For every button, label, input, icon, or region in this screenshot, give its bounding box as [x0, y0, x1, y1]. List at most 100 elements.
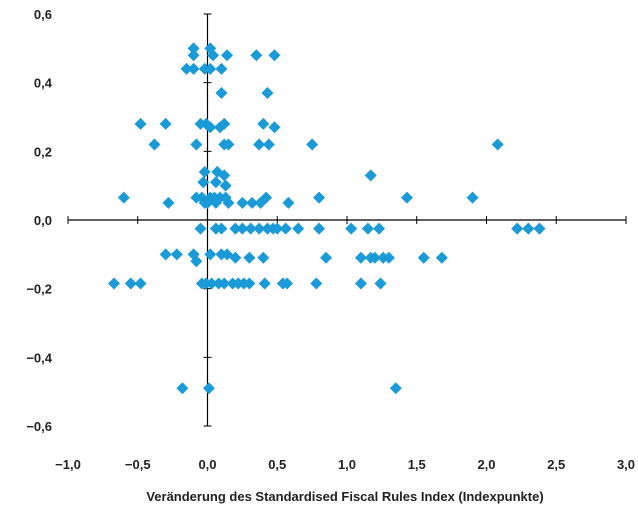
- data-point: [194, 222, 207, 235]
- y-tick-label: 0,2: [34, 144, 52, 159]
- data-point: [190, 138, 203, 151]
- data-point: [180, 62, 193, 75]
- data-point: [400, 191, 413, 204]
- data-point: [320, 251, 333, 264]
- y-tick-label: −0,2: [26, 282, 52, 297]
- x-tick-label: 1,5: [408, 457, 426, 472]
- data-point: [204, 62, 217, 75]
- data-point: [215, 222, 228, 235]
- data-point: [201, 196, 214, 209]
- data-point: [134, 277, 147, 290]
- data-point: [204, 248, 217, 261]
- x-tick-label: 0,0: [198, 457, 216, 472]
- axes: [67, 13, 627, 427]
- x-tick-label: 2,5: [547, 457, 565, 472]
- data-point: [364, 169, 377, 182]
- data-point: [219, 179, 232, 192]
- data-point: [148, 138, 161, 151]
- data-point: [258, 277, 271, 290]
- data-point: [262, 138, 275, 151]
- data-point: [162, 196, 175, 209]
- data-point: [511, 222, 524, 235]
- data-point: [522, 222, 535, 235]
- x-tick-label: −0,5: [125, 457, 151, 472]
- data-point: [389, 382, 402, 395]
- data-point: [204, 121, 217, 134]
- data-point: [218, 277, 231, 290]
- data-point: [221, 248, 234, 261]
- data-point: [268, 121, 281, 134]
- data-point: [159, 117, 172, 130]
- data-point: [435, 251, 448, 264]
- data-point: [187, 42, 200, 55]
- data-point: [244, 222, 257, 235]
- x-tick-label: 3,0: [617, 457, 635, 472]
- data-point: [117, 191, 130, 204]
- data-point: [197, 176, 210, 189]
- y-tick-label: 0,0: [34, 213, 52, 228]
- data-point: [159, 248, 172, 261]
- data-point: [187, 248, 200, 261]
- data-point: [207, 49, 220, 62]
- data-point: [491, 138, 504, 151]
- data-point: [313, 191, 326, 204]
- data-point: [246, 196, 259, 209]
- data-point: [466, 191, 479, 204]
- x-tick-label: −1,0: [55, 457, 81, 472]
- x-tick-label: 1,0: [338, 457, 356, 472]
- data-point: [281, 277, 294, 290]
- data-point: [368, 251, 381, 264]
- data-point: [345, 222, 358, 235]
- data-point: [221, 49, 234, 62]
- data-point: [257, 251, 270, 264]
- data-point: [222, 196, 235, 209]
- data-point: [533, 222, 546, 235]
- x-tick-label: 2,0: [477, 457, 495, 472]
- data-point: [250, 49, 263, 62]
- data-point: [354, 251, 367, 264]
- data-point: [279, 222, 292, 235]
- data-point: [187, 62, 200, 75]
- data-point: [243, 277, 256, 290]
- y-tick-labels: 0,6 0,4 0,2 0,0 −0,2 −0,4 −0,6: [26, 7, 52, 434]
- data-point: [306, 138, 319, 151]
- x-tick-label: 0,5: [268, 457, 286, 472]
- data-point: [209, 196, 222, 209]
- data-point: [354, 277, 367, 290]
- data-point: [176, 382, 189, 395]
- data-point: [190, 255, 203, 268]
- data-point: [257, 117, 270, 130]
- data-point: [374, 277, 387, 290]
- data-point: [108, 277, 121, 290]
- data-point: [243, 251, 256, 264]
- data-point: [313, 222, 326, 235]
- y-tick-label: −0,4: [26, 350, 52, 365]
- data-points: [108, 42, 546, 395]
- data-point: [187, 49, 200, 62]
- data-point: [253, 222, 266, 235]
- y-tick-label: 0,4: [34, 76, 53, 91]
- data-point: [382, 251, 395, 264]
- data-point: [222, 138, 235, 151]
- data-point: [229, 222, 242, 235]
- data-point: [236, 196, 249, 209]
- data-point: [271, 222, 284, 235]
- data-point: [124, 277, 137, 290]
- data-point: [361, 222, 374, 235]
- data-point: [254, 196, 267, 209]
- data-point: [218, 169, 231, 182]
- data-point: [253, 138, 266, 151]
- x-axis-title: Veränderung des Standardised Fiscal Rule…: [146, 489, 543, 504]
- data-point: [373, 222, 386, 235]
- data-point: [218, 117, 231, 130]
- data-point: [170, 248, 183, 261]
- data-point: [282, 196, 295, 209]
- data-point: [134, 117, 147, 130]
- y-tick-label: −0,6: [26, 419, 52, 434]
- data-point: [236, 222, 249, 235]
- data-point: [198, 165, 211, 178]
- data-point: [268, 49, 281, 62]
- data-point: [205, 277, 218, 290]
- y-tick-label: 0,6: [34, 7, 52, 22]
